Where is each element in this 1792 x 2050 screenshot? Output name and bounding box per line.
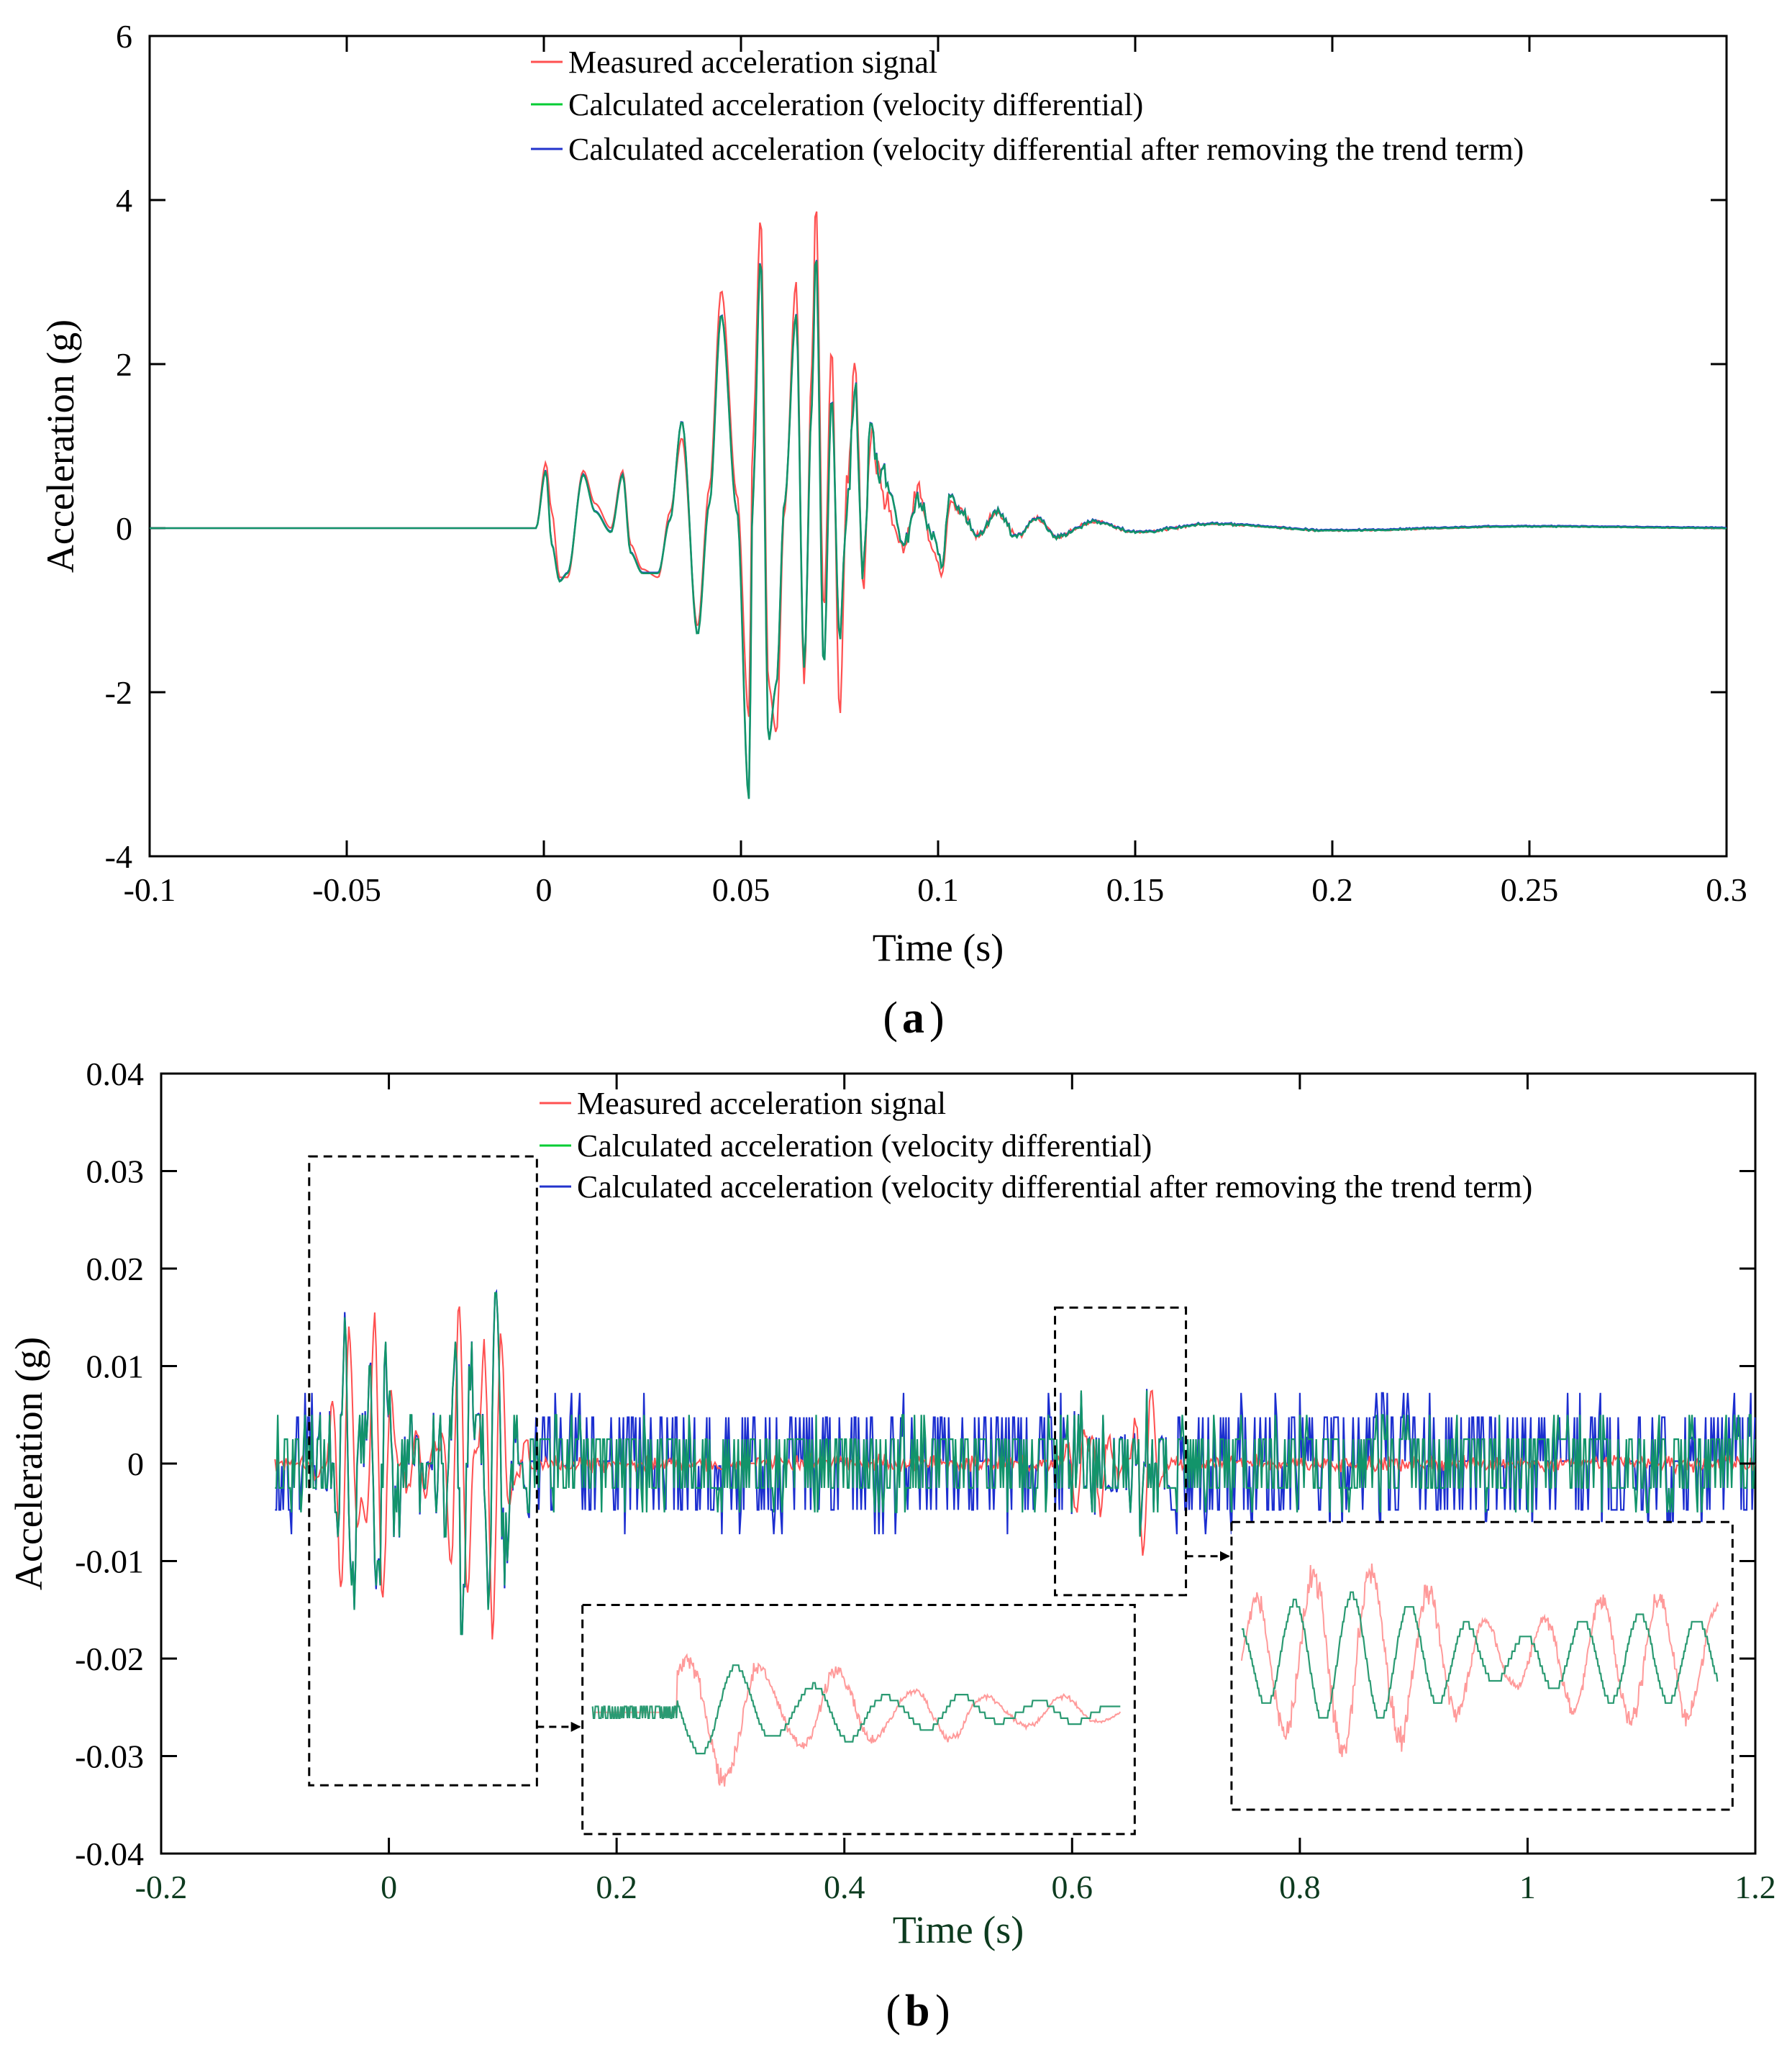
x-tick-label: -0.1 <box>124 871 176 908</box>
x-tick-label: -0.2 <box>135 1869 188 1905</box>
inset-calculated-line <box>1241 1591 1719 1719</box>
y-tick-label: -0.04 <box>75 1836 144 1872</box>
y-tick-label: 0 <box>116 510 132 547</box>
x-tick-label: 0.4 <box>824 1869 865 1905</box>
zoom-source-box <box>1054 1306 1188 1597</box>
legend-label-measured: Measured acceleration signal <box>568 45 937 80</box>
legend-label-detrended-b: Calculated acceleration (velocity differ… <box>577 1169 1532 1205</box>
panel-a-ticks: -0.1 -0.05 0 0.05 0.1 0.15 0.2 0.25 0.3 -4 -2 0 2 4 6 <box>105 18 1747 908</box>
y-tick-label: 0 <box>127 1446 144 1482</box>
legend-label-detrended: Calculated acceleration (velocity differ… <box>568 132 1524 167</box>
x-tick-label: 1.2 <box>1734 1869 1776 1905</box>
inset-measured-line <box>1240 1563 1719 1757</box>
panel-b-ticks: -0.2 0 0.2 0.4 0.6 0.8 1 1.2 -0.04 -0.03 -0.02 -0.0… <box>75 1056 1776 1905</box>
panel-a-tag: ( a ) <box>883 994 944 1043</box>
y-tick-label: 0.03 <box>86 1153 145 1190</box>
legend-label-measured-b: Measured acceleration signal <box>577 1086 946 1121</box>
series-calculated-line-b <box>275 1292 1756 1636</box>
x-tick-label: 0.25 <box>1501 871 1559 908</box>
panel-a-x-axis-title: Time (s) <box>873 926 1004 969</box>
x-tick-label: 0.2 <box>1311 871 1353 908</box>
y-tick-label: 0.04 <box>86 1056 145 1092</box>
svg-text:(: ( <box>886 1987 901 2036</box>
y-tick-label: -0.03 <box>75 1738 144 1775</box>
y-tick-label: 0.02 <box>86 1251 145 1287</box>
panel-b-tag-letter: b <box>905 1987 929 2036</box>
y-tick-label: 2 <box>116 346 132 383</box>
inset-box <box>1230 1520 1734 1811</box>
series-measured-line-b <box>274 1306 1756 1640</box>
x-tick-label: 0.8 <box>1279 1869 1321 1905</box>
svg-text:): ) <box>929 994 945 1043</box>
svg-text:(: ( <box>883 994 898 1043</box>
y-tick-label: -0.01 <box>75 1543 144 1580</box>
series-calculated-line <box>150 260 1727 799</box>
panel-b-x-axis-title: Time (s) <box>893 1908 1024 1951</box>
y-tick-label: 4 <box>116 182 132 219</box>
panel-b-traces <box>274 1289 1756 1640</box>
y-tick-label: -2 <box>105 674 132 711</box>
panel-a-legend: Measured acceleration signal Calculated … <box>531 45 1524 167</box>
zoom-source-box <box>308 1155 538 1787</box>
x-tick-label: 0.2 <box>596 1869 637 1905</box>
y-tick-label: 6 <box>116 18 132 55</box>
y-tick-label: 0.01 <box>86 1348 145 1385</box>
y-tick-label: -0.02 <box>75 1641 144 1677</box>
legend-label-calculated-b: Calculated acceleration (velocity differ… <box>577 1128 1152 1164</box>
y-tick-label: -4 <box>105 838 132 875</box>
inset-calculated-line <box>591 1664 1121 1755</box>
panel-b-legend: Measured acceleration signal Calculated … <box>540 1086 1532 1205</box>
panel-b-zoom-annotations <box>308 1155 1230 1787</box>
panel-b-insets <box>581 1520 1734 1836</box>
panel-a-y-axis-title: Acceleration (g) <box>39 319 82 573</box>
panel-a-plot-frame <box>148 35 1728 858</box>
x-tick-label: 1 <box>1519 1869 1536 1905</box>
legend-label-calculated: Calculated acceleration (velocity differ… <box>568 87 1143 122</box>
panel-b-tag: ( b ) <box>886 1987 950 2036</box>
x-tick-label: 0.1 <box>917 871 959 908</box>
x-tick-label: 0.05 <box>712 871 770 908</box>
svg-text:): ) <box>935 1987 950 2036</box>
x-tick-label: 0.15 <box>1106 871 1165 908</box>
x-tick-label: 0.6 <box>1052 1869 1093 1905</box>
x-tick-label: 0 <box>381 1869 397 1905</box>
panel-b-chart: -0.2 0 0.2 0.4 0.6 0.8 1 1.2 -0.04 -0.03 -0.02 -0.0… <box>7 1056 1776 2036</box>
panel-a-traces <box>150 211 1727 799</box>
inset-measured-line <box>592 1653 1122 1787</box>
panel-a-chart: -0.1 -0.05 0 0.05 0.1 0.15 0.2 0.25 0.3-4-20246 … <box>39 18 1747 1043</box>
x-tick-label: 0 <box>536 871 552 908</box>
panel-b-y-axis-title: Acceleration (g) <box>7 1337 50 1590</box>
x-tick-label: 0.3 <box>1706 871 1747 908</box>
panel-a-tag-letter: a <box>902 994 924 1043</box>
x-tick-label: -0.05 <box>312 871 381 908</box>
inset-box <box>581 1603 1136 1836</box>
